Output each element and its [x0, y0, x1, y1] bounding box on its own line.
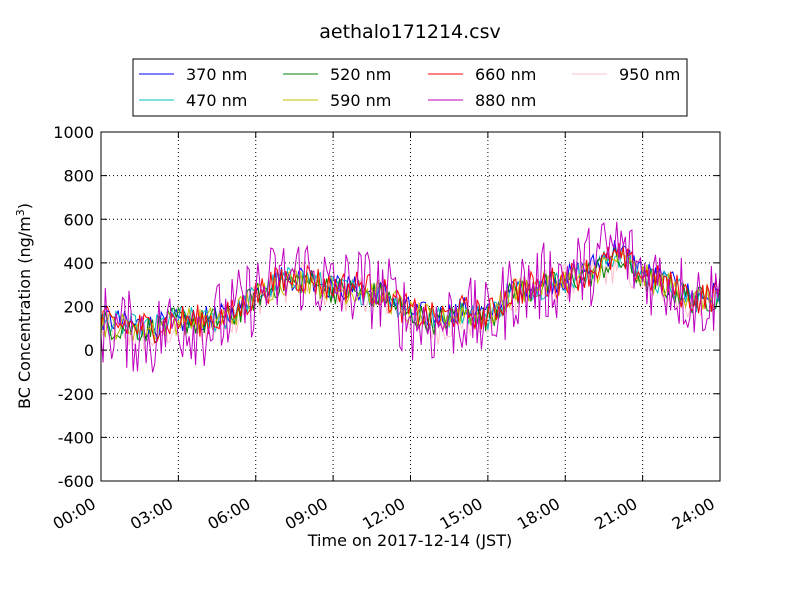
chart-title: aethalo171214.csv	[319, 21, 501, 43]
legend-items: 370 nm 470 nm 520 nm 590 nm 660 nm 880 nm 950 …	[139, 65, 680, 110]
y-tick-label: -600	[58, 472, 94, 491]
legend-box	[132, 58, 688, 117]
legend-label: 590 nm	[330, 91, 391, 110]
y-axis-label: BC Concentration (ng/m3)	[14, 203, 34, 409]
legend-label: 520 nm	[330, 65, 391, 84]
legend-label: 880 nm	[475, 91, 536, 110]
legend-label: 470 nm	[186, 91, 247, 110]
legend-label: 950 nm	[619, 65, 680, 84]
series-lines	[100, 221, 721, 373]
y-axis-label-main: BC Concentration (ng/m	[15, 216, 34, 409]
axis-ticks	[100, 131, 721, 482]
y-axis-label-superscript: 3	[14, 209, 27, 216]
y-tick-label: 800	[63, 167, 94, 186]
y-tick-label: 400	[63, 254, 94, 273]
series-line-590-nm	[100, 245, 721, 341]
series-line-880-nm	[100, 221, 721, 373]
y-tick-label: 200	[63, 298, 94, 317]
y-tick-label: -400	[58, 428, 94, 447]
series-line-660-nm	[100, 243, 721, 344]
y-tick-label: 0	[84, 341, 94, 360]
series-line-520-nm	[100, 246, 721, 344]
y-tick-labels: -600 -400 -200 0 200 400 600 800 1000	[53, 123, 94, 491]
y-tick-label: 600	[63, 210, 94, 229]
y-axis-label-suffix: )	[15, 203, 34, 209]
legend: 370 nm 470 nm 520 nm 590 nm 660 nm 880 nm 950 …	[132, 58, 688, 117]
legend-label: 370 nm	[186, 65, 247, 84]
x-axis-label: Time on 2017-12-14 (JST)	[307, 531, 512, 550]
y-tick-label: -200	[58, 385, 94, 404]
y-tick-label: 1000	[53, 123, 94, 142]
legend-label: 660 nm	[475, 65, 536, 84]
